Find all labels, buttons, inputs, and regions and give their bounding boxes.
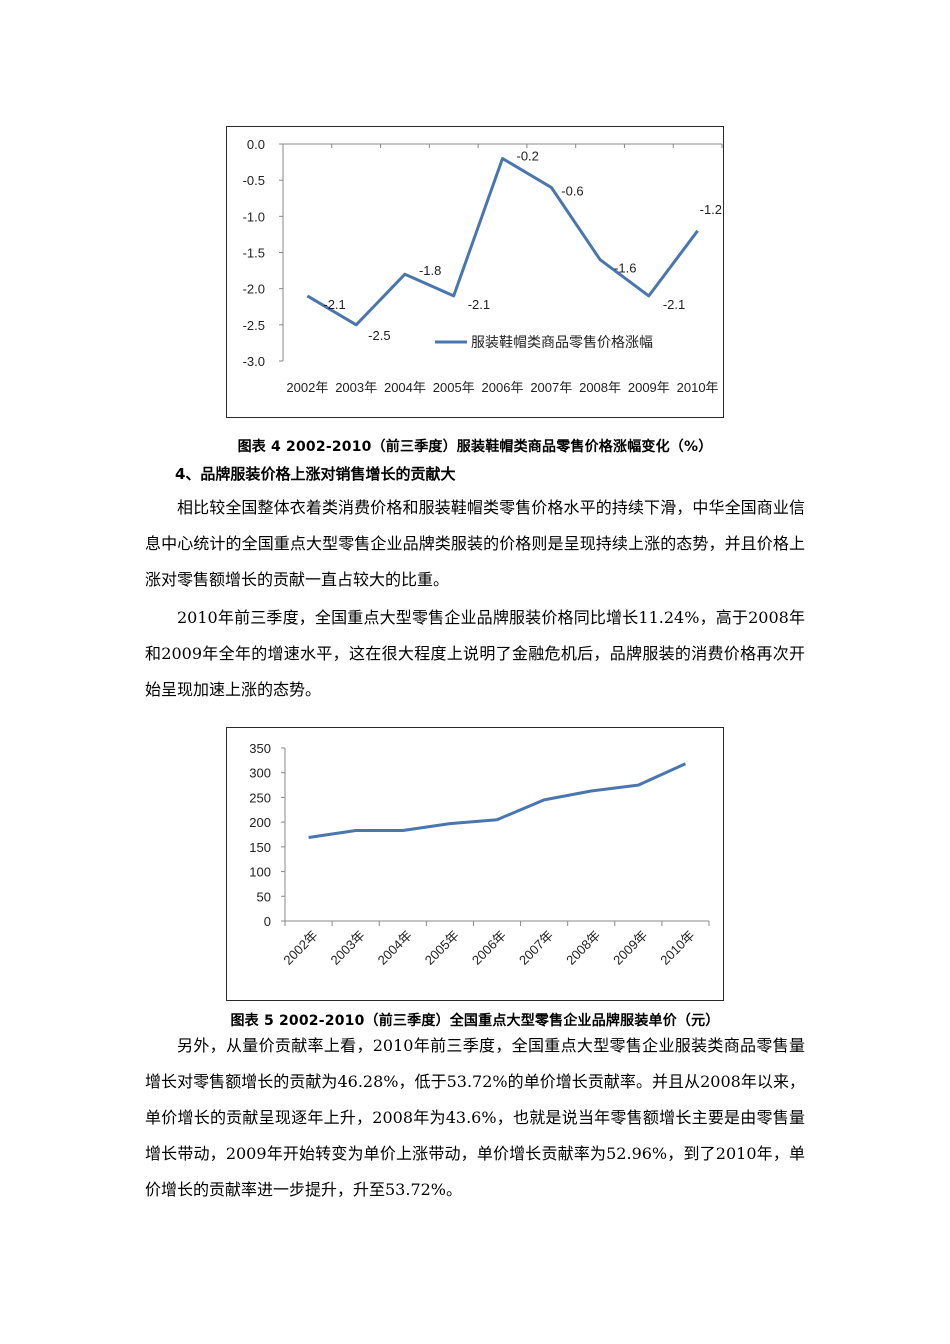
- data-label: -1.6: [614, 261, 636, 276]
- y-tick-label: -1.0: [243, 209, 265, 224]
- x-tick-label: 2007年: [516, 928, 556, 968]
- y-tick-label: 150: [249, 840, 271, 855]
- x-tick-label: 2009年: [628, 380, 670, 395]
- paragraph-2: 2010年前三季度，全国重点大型零售企业品牌服装价格同比增长11.24%，高于2…: [145, 608, 805, 699]
- x-tick-label: 2005年: [433, 380, 475, 395]
- x-tick-label: 2008年: [563, 928, 603, 968]
- x-tick-label: 2006年: [469, 928, 509, 968]
- figure4-caption: 图表 4 2002-2010（前三季度）服装鞋帽类商品零售价格涨幅变化（%）: [237, 439, 713, 455]
- figure5-caption: 图表 5 2002-2010（前三季度）全国重点大型零售企业品牌服装单价（元）: [230, 1013, 720, 1029]
- y-tick-label: -3.0: [243, 354, 265, 369]
- y-tick-label: -1.5: [243, 246, 265, 261]
- x-tick-label: 2007年: [530, 380, 572, 395]
- x-tick-label: 2005年: [422, 928, 462, 968]
- series-line: [306, 157, 699, 327]
- x-tick-label: 2002年: [280, 928, 320, 968]
- x-tick-label: 2010年: [657, 928, 697, 968]
- data-label: -2.1: [468, 297, 490, 312]
- x-tick-label: 2006年: [482, 380, 524, 395]
- figure4-chart: 0.0 -0.5 -1.0 -1.5 -2.0 -2.5 -3.0 2002年 2003年 200…: [226, 126, 724, 418]
- figure5-chart: 350 300 250 200 150 100 50 0 2002年 2003年 2004年 2005…: [226, 727, 724, 1001]
- data-label: -2.5: [368, 328, 390, 343]
- y-tick-label: 0: [264, 914, 271, 929]
- x-tick-label: 2010年: [677, 380, 719, 395]
- y-tick-label: 50: [257, 889, 271, 904]
- paragraph-3: 另外，从量价贡献率上看，2010年前三季度，全国重点大型零售企业服装类商品零售量…: [145, 1036, 805, 1199]
- section-heading: 4、品牌服装价格上涨对销售增长的贡献大: [175, 465, 456, 483]
- y-tick-label: 250: [249, 790, 271, 805]
- figure4-line-chart: 0.0 -0.5 -1.0 -1.5 -2.0 -2.5 -3.0 2002年 2003年 200…: [243, 137, 723, 395]
- x-tick-label: 2003年: [335, 380, 377, 395]
- legend-label: 服装鞋帽类商品零售价格涨幅: [471, 334, 653, 350]
- x-tick-label: 2002年: [286, 380, 328, 395]
- series-line: [308, 762, 687, 839]
- data-label: -1.2: [700, 202, 722, 217]
- x-tick-label: 2009年: [610, 928, 650, 968]
- y-tick-label: 100: [249, 865, 271, 880]
- data-label: -2.1: [323, 297, 345, 312]
- x-tick-label: 2008年: [579, 380, 621, 395]
- y-tick-label: 200: [249, 815, 271, 830]
- x-tick-label: 2003年: [328, 928, 368, 968]
- data-label: -2.1: [663, 297, 685, 312]
- y-tick-label: -0.5: [243, 173, 265, 188]
- y-tick-label: 350: [249, 741, 271, 756]
- x-tick-label: 2004年: [375, 928, 415, 968]
- x-tick-label: 2004年: [384, 380, 426, 395]
- data-label: -0.6: [561, 183, 583, 198]
- y-tick-label: -2.0: [243, 282, 265, 297]
- paragraph-1: 相比较全国整体衣着类消费价格和服装鞋帽类零售价格水平的持续下滑，中华全国商业信息…: [145, 498, 805, 589]
- figure5-line-chart: 350 300 250 200 150 100 50 0 2002年 2003年 2004年 2005…: [249, 741, 710, 968]
- y-tick-label: 300: [249, 766, 271, 781]
- data-label: -0.2: [517, 148, 539, 163]
- y-tick-label: 0.0: [247, 137, 265, 152]
- y-tick-label: -2.5: [243, 318, 265, 333]
- data-label: -1.8: [419, 263, 441, 278]
